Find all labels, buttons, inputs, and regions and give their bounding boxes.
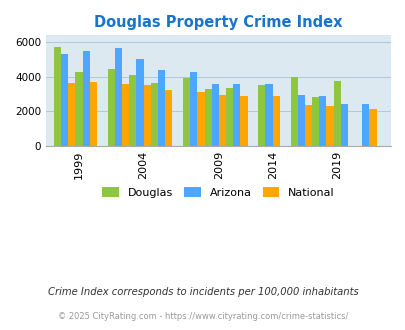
Bar [297, 95, 304, 146]
Bar [240, 96, 247, 146]
Bar [183, 79, 190, 146]
Bar [54, 47, 61, 146]
Bar [136, 59, 143, 146]
Legend: Douglas, Arizona, National: Douglas, Arizona, National [98, 182, 339, 202]
Bar [165, 90, 172, 146]
Bar [90, 82, 97, 146]
Bar [143, 85, 150, 146]
Bar [107, 69, 115, 146]
Title: Douglas Property Crime Index: Douglas Property Crime Index [94, 15, 342, 30]
Bar [75, 72, 82, 146]
Bar [150, 83, 158, 146]
Text: © 2025 CityRating.com - https://www.cityrating.com/crime-statistics/: © 2025 CityRating.com - https://www.city… [58, 312, 347, 321]
Bar [258, 85, 265, 146]
Bar [82, 51, 90, 146]
Bar [226, 88, 232, 146]
Bar [68, 83, 75, 146]
Bar [129, 75, 136, 146]
Bar [369, 110, 376, 146]
Bar [265, 84, 272, 146]
Bar [333, 81, 340, 146]
Bar [218, 95, 226, 146]
Bar [204, 89, 211, 146]
Bar [272, 96, 279, 146]
Bar [340, 104, 347, 146]
Bar [232, 84, 240, 146]
Bar [122, 83, 129, 146]
Bar [158, 70, 165, 146]
Bar [326, 106, 333, 146]
Bar [190, 72, 197, 146]
Bar [115, 48, 122, 146]
Bar [197, 92, 204, 146]
Bar [311, 97, 318, 146]
Bar [304, 105, 311, 146]
Bar [318, 96, 326, 146]
Bar [61, 54, 68, 146]
Bar [290, 77, 297, 146]
Bar [211, 84, 218, 146]
Bar [361, 104, 369, 146]
Text: Crime Index corresponds to incidents per 100,000 inhabitants: Crime Index corresponds to incidents per… [47, 287, 358, 297]
